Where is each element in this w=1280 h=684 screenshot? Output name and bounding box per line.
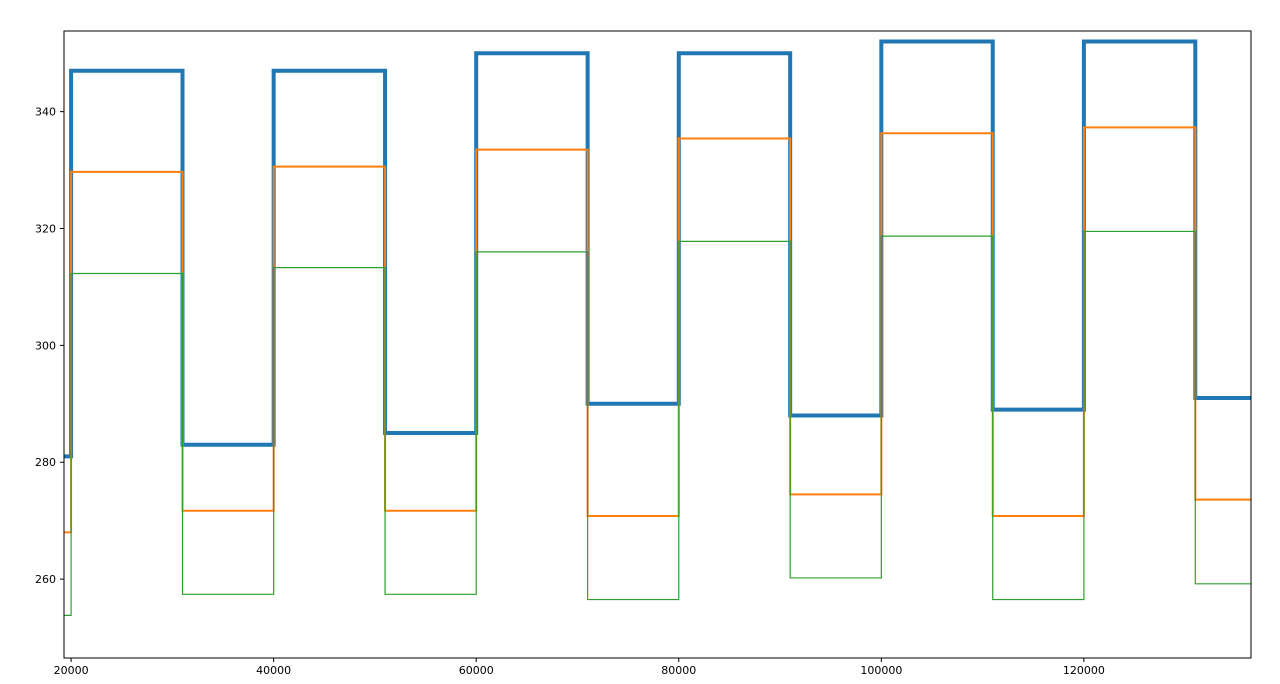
series-line-3 xyxy=(64,230,1251,616)
x-tick-label: 60000 xyxy=(459,664,494,677)
series-line-2 xyxy=(64,126,1251,534)
x-tick-label: 20000 xyxy=(54,664,89,677)
y-tick-label: 280 xyxy=(35,456,56,469)
y-tick-label: 320 xyxy=(35,223,56,236)
x-tick-label: 120000 xyxy=(1063,664,1105,677)
y-tick-label: 340 xyxy=(35,106,56,119)
series-line-1 xyxy=(64,39,1251,459)
x-tick-label: 40000 xyxy=(256,664,291,677)
y-tick-label: 260 xyxy=(35,573,56,586)
axes-frame xyxy=(63,30,1252,659)
x-tick-label: 80000 xyxy=(661,664,696,677)
series-layer xyxy=(64,39,1251,616)
y-axis: 260 280 300 320 340 xyxy=(35,106,64,586)
x-axis: 20000 40000 60000 80000 100000 120000 xyxy=(54,658,1105,677)
x-tick-label: 100000 xyxy=(860,664,902,677)
y-tick-label: 300 xyxy=(35,339,56,352)
